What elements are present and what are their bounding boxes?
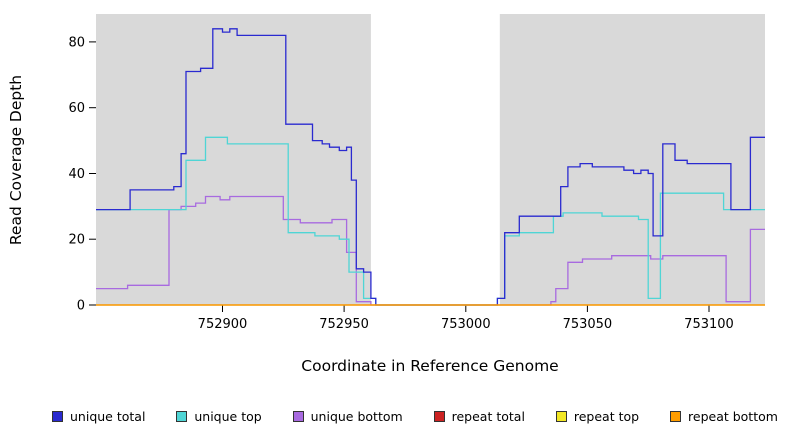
legend-item-repeat-bottom: repeat bottom xyxy=(670,409,778,424)
legend-swatch xyxy=(433,411,445,422)
legend-label: unique total xyxy=(70,409,146,424)
x-tick-label: 753100 xyxy=(684,317,734,332)
legend-swatch xyxy=(292,411,304,422)
x-tick-label: 752950 xyxy=(319,317,369,332)
y-tick-label: 0 xyxy=(77,299,85,314)
legend-swatch xyxy=(176,411,188,422)
chart-legend: unique total unique top unique bottom re… xyxy=(0,409,792,424)
legend-label: unique bottom xyxy=(310,409,403,424)
plot-layer: 752900 752950 753000 753050 753100 0 20 40 60 80 xyxy=(68,14,765,332)
legend-label: repeat bottom xyxy=(688,409,778,424)
x-tick-label: 753050 xyxy=(563,317,613,332)
legend-swatch xyxy=(670,411,682,422)
series-line-unique-total xyxy=(96,28,765,306)
legend-item-repeat-top: repeat top xyxy=(555,409,640,424)
legend-label: unique top xyxy=(194,409,262,424)
y-tick-label: 40 xyxy=(68,167,85,182)
x-axis-title: Coordinate in Reference Genome xyxy=(301,357,558,375)
x-tick-label: 752900 xyxy=(198,317,248,332)
legend-item-unique-total: unique total xyxy=(52,409,145,424)
y-tick-label: 80 xyxy=(68,35,85,50)
legend-item-unique-bottom: unique bottom xyxy=(292,409,403,424)
legend-label: repeat top xyxy=(573,409,640,424)
x-tick-label: 753000 xyxy=(441,317,491,332)
legend-item-unique-top: unique top xyxy=(176,409,262,424)
coverage-plot: 752900 752950 753000 753050 753100020406080 … xyxy=(7,14,765,375)
y-axis-title: Read Coverage Depth xyxy=(7,75,25,245)
y-tick-label: 60 xyxy=(68,101,85,116)
y-tick-label: 20 xyxy=(68,233,85,248)
legend-label: repeat total xyxy=(451,409,525,424)
series-line-unique-bottom xyxy=(96,195,765,306)
legend-swatch xyxy=(555,411,567,422)
coverage-gap-region xyxy=(370,14,500,305)
legend-item-repeat-total: repeat total xyxy=(433,409,525,424)
legend-swatch xyxy=(52,411,63,422)
